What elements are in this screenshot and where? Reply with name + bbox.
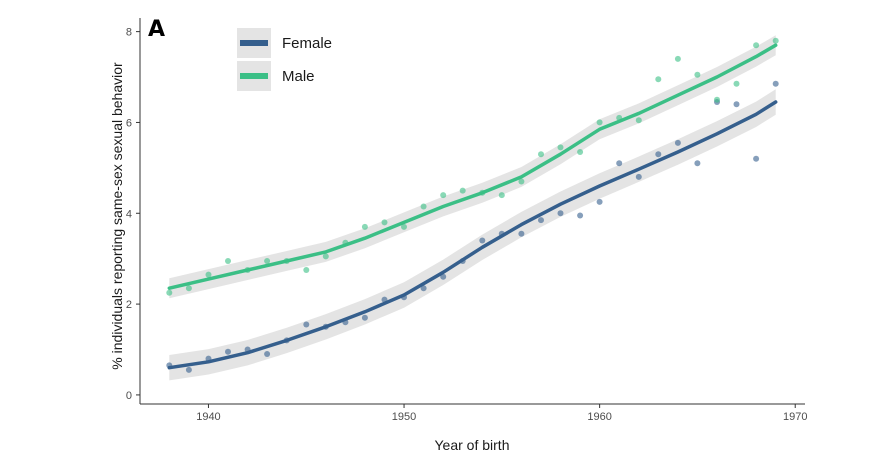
female-legend-label: Female bbox=[282, 35, 332, 52]
female-data-point bbox=[498, 230, 505, 237]
x-tick-label: 1950 bbox=[392, 411, 416, 423]
male-data-point bbox=[753, 42, 760, 49]
male-data-point bbox=[244, 267, 251, 273]
female-confidence-band bbox=[169, 89, 776, 381]
y-tick-label: 0 bbox=[126, 390, 132, 402]
male-data-point bbox=[459, 187, 466, 194]
male-data-point bbox=[401, 223, 407, 230]
legend: Female Male bbox=[237, 28, 332, 91]
female-data-point bbox=[283, 337, 290, 344]
female-data-point bbox=[244, 346, 251, 353]
male-data-point bbox=[303, 267, 310, 273]
male-data-point bbox=[694, 71, 701, 78]
male-data-point bbox=[225, 258, 231, 264]
male-data-point bbox=[772, 37, 779, 44]
female-data-point bbox=[420, 285, 427, 292]
female-data-point bbox=[694, 160, 701, 167]
male-data-point bbox=[596, 119, 603, 126]
male-data-point bbox=[420, 203, 427, 210]
male-data-point bbox=[538, 151, 544, 158]
female-data-point bbox=[166, 362, 173, 369]
male-data-point bbox=[283, 258, 290, 264]
panel-label: A bbox=[148, 17, 165, 42]
male-data-point bbox=[498, 192, 505, 199]
female-data-point bbox=[518, 230, 525, 237]
x-axis-title: Year of birth bbox=[435, 437, 510, 453]
data-points bbox=[166, 37, 779, 373]
y-axis-title: % individuals reporting same-sex sexual … bbox=[109, 62, 125, 370]
male-data-point bbox=[635, 117, 642, 124]
male-data-point bbox=[616, 114, 623, 121]
male-data-point bbox=[322, 253, 329, 260]
female-data-point bbox=[674, 139, 681, 146]
male-legend-label: Male bbox=[282, 68, 315, 85]
female-data-point bbox=[401, 294, 407, 301]
male-data-point bbox=[381, 219, 388, 226]
female-data-point bbox=[655, 151, 662, 158]
female-data-point bbox=[342, 319, 349, 326]
male-data-point bbox=[185, 285, 192, 292]
male-data-point bbox=[479, 189, 486, 196]
male-data-point bbox=[518, 178, 525, 185]
female-data-point bbox=[616, 160, 623, 167]
male-data-point bbox=[205, 271, 212, 278]
female-data-point bbox=[557, 210, 564, 217]
female-trend-line bbox=[167, 100, 778, 370]
female-data-point bbox=[322, 323, 329, 330]
y-tick-label: 4 bbox=[126, 208, 132, 220]
female-data-point bbox=[185, 366, 192, 373]
x-tick-label: 1940 bbox=[196, 411, 220, 423]
female-data-point bbox=[459, 258, 466, 264]
male-data-point bbox=[655, 76, 662, 83]
x-tick-label: 1970 bbox=[783, 411, 807, 423]
female-data-point bbox=[538, 217, 544, 224]
male-data-point bbox=[342, 239, 349, 246]
male-data-point bbox=[733, 80, 740, 87]
male-data-point bbox=[577, 149, 584, 155]
female-data-point bbox=[635, 173, 642, 180]
axes: 1940 1950 1960 1970 0 2 4 6 8 bbox=[126, 18, 807, 423]
x-tick-label: 1960 bbox=[587, 411, 611, 423]
y-tick-label: 8 bbox=[126, 27, 132, 39]
female-data-point bbox=[577, 212, 584, 219]
male-data-point bbox=[361, 223, 368, 230]
male-data-point bbox=[264, 258, 271, 264]
male-data-point bbox=[674, 55, 681, 62]
y-tick-label: 6 bbox=[126, 117, 132, 129]
female-data-point bbox=[205, 355, 212, 362]
female-data-point bbox=[753, 155, 760, 162]
female-data-point bbox=[225, 348, 231, 355]
male-data-point bbox=[557, 144, 564, 151]
female-data-point bbox=[733, 101, 740, 108]
male-confidence-band bbox=[169, 35, 776, 299]
male-data-point bbox=[440, 192, 447, 199]
female-data-point bbox=[440, 273, 447, 280]
female-data-point bbox=[303, 321, 310, 328]
female-data-point bbox=[264, 351, 271, 357]
female-data-point bbox=[772, 80, 779, 87]
female-data-point bbox=[479, 237, 486, 244]
male-data-point bbox=[714, 96, 720, 103]
female-data-point bbox=[596, 198, 603, 205]
male-data-point bbox=[166, 289, 173, 296]
y-tick-label: 2 bbox=[126, 299, 132, 311]
female-data-point bbox=[381, 296, 388, 303]
trend-lines bbox=[167, 43, 778, 370]
female-data-point bbox=[361, 314, 368, 321]
